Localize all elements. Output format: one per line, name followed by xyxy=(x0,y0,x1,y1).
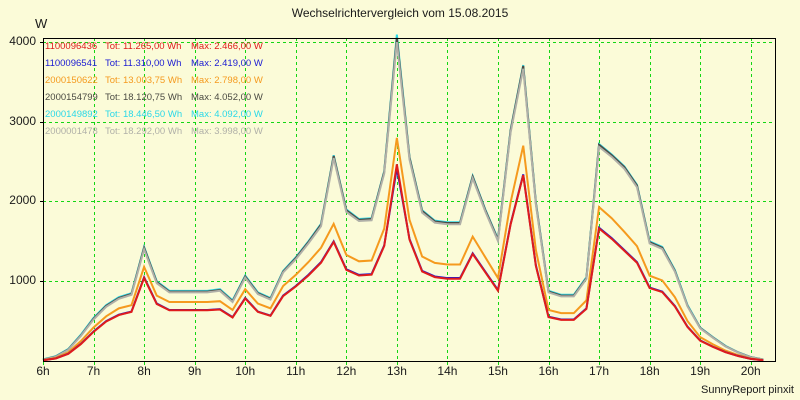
legend-serial: 2000149892 xyxy=(45,109,98,120)
legend-max-power: Max: 4.092,00 W xyxy=(191,109,263,120)
plot-frame xyxy=(43,38,776,362)
legend-item: 1100096436 Tot: 11.265,00 Wh Max: 2.466,00… xyxy=(45,41,271,52)
x-axis-tick-label: 12h xyxy=(336,364,357,378)
x-axis-tick-label: 10h xyxy=(235,364,256,378)
y-axis-tick-label: 2000 xyxy=(9,193,36,208)
y-axis-tick-label: 4000 xyxy=(9,33,36,48)
x-axis-tick-label: 8h xyxy=(137,364,151,378)
page-title: Wechselrichtervergleich vom 15.08.2015 xyxy=(291,6,509,20)
legend-total-energy: Tot: 13.003,75 Wh xyxy=(105,75,183,86)
y-axis-tick-label: 1000 xyxy=(9,273,36,288)
legend-item: 2000154799 Tot: 18.120,75 Wh Max: 4.052,00… xyxy=(45,92,271,103)
legend-total-energy: Tot: 11.265,00 Wh xyxy=(105,41,182,52)
x-axis-tick-label: 9h xyxy=(187,364,202,378)
y-axis-unit-label: W xyxy=(35,16,48,31)
legend-item: 1100096541 Tot: 11.310,00 Wh Max: 2.419,00… xyxy=(45,58,271,69)
legend-total-energy: Tot: 18.292,00 Wh xyxy=(105,126,183,137)
x-axis-tick-label: 15h xyxy=(487,364,508,378)
legend-item: 2000149892 Tot: 18.446,50 Wh Max: 4.092,00… xyxy=(45,109,271,120)
x-axis-tick-label: 17h xyxy=(589,364,610,378)
legend-serial: 2000150622 xyxy=(45,75,98,86)
gridlines xyxy=(43,38,776,361)
legend-serial: 2000001478 xyxy=(45,126,98,137)
legend-total-energy: Tot: 18.446,50 Wh xyxy=(105,109,183,120)
x-axis-tick-label: 16h xyxy=(538,364,559,378)
axis-ticks xyxy=(40,42,752,365)
x-axis-tick-label: 7h xyxy=(86,364,101,378)
legend-serial: 2000154799 xyxy=(45,92,98,103)
legend-max-power: Max: 3.998,00 W xyxy=(191,126,263,137)
legend-total-energy: Tot: 18.120,75 Wh xyxy=(105,92,183,103)
legend-total-energy: Tot: 11.310,00 Wh xyxy=(105,58,182,69)
x-axis-tick-label: 18h xyxy=(639,364,660,378)
legend-serial: 1100096541 xyxy=(45,58,98,69)
x-axis-tick-label: 11h xyxy=(286,364,306,378)
x-axis-tick-label: 14h xyxy=(437,364,458,378)
legend-max-power: Max: 2.466,00 W xyxy=(191,41,263,52)
x-axis-tick-label: 13h xyxy=(386,364,407,378)
footer-credit: SunnyReport pinxit xyxy=(701,384,794,396)
legend-max-power: Max: 2.419,00 W xyxy=(191,58,263,69)
y-axis-tick-label: 3000 xyxy=(9,113,36,128)
legend-max-power: Max: 4.052,00 W xyxy=(191,92,263,103)
x-axis-tick-label: 6h xyxy=(36,364,50,378)
legend-max-power: Max: 2.798,00 W xyxy=(191,75,263,86)
x-axis-tick-label: 19h xyxy=(690,364,711,378)
series-lines xyxy=(42,34,764,362)
legend-serial: 1100096436 xyxy=(45,41,98,52)
x-axis-tick-label: 20h xyxy=(740,364,761,378)
legend-item: 2000001478 Tot: 18.292,00 Wh Max: 3.998,00… xyxy=(45,126,271,137)
legend-item: 2000150622 Tot: 13.003,75 Wh Max: 2.798,00… xyxy=(45,75,271,86)
